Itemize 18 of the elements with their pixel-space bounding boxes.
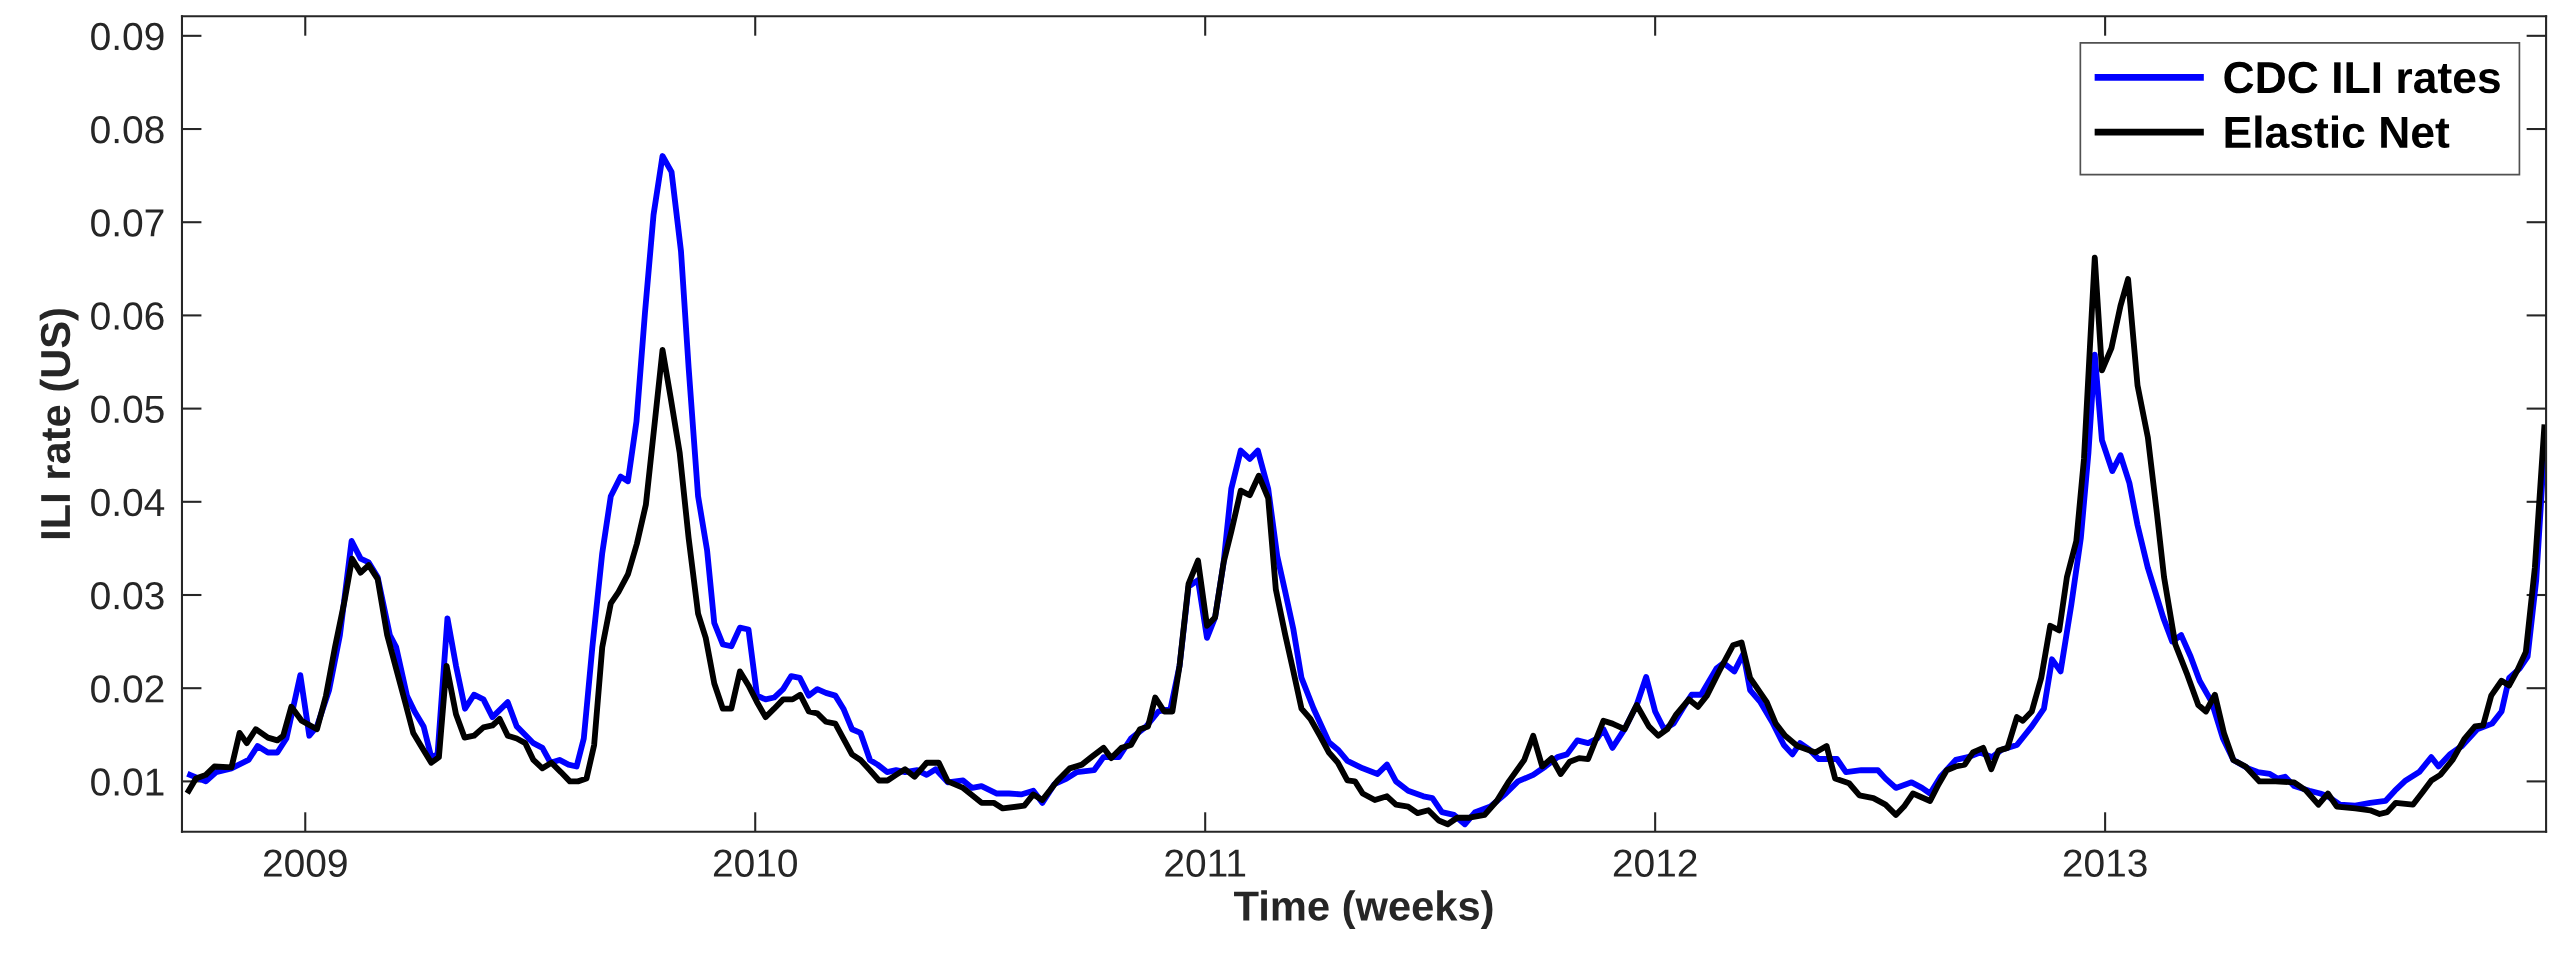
x-tick-label: 2013 (2063, 849, 2147, 877)
y-tick-label: 0.06 (91, 302, 164, 330)
legend-label: Elastic Net (2225, 115, 2450, 149)
y-tick-label: 0.01 (91, 768, 164, 796)
x-axis-title: Time (weeks) (1234, 890, 1493, 930)
y-axis-title: ILI rate (US) (39, 309, 79, 539)
x-tick-label: 2011 (1165, 849, 1246, 877)
y-tick-label: 0.08 (91, 115, 164, 144)
x-tick-label: 2009 (263, 849, 347, 877)
y-tick-label: 0.02 (91, 675, 164, 703)
y-tick-label: 0.09 (91, 22, 164, 51)
x-tick-label: 2010 (713, 849, 797, 877)
y-tick-label: 0.04 (91, 488, 165, 517)
y-tick-label: 0.07 (91, 209, 164, 237)
y-tick-label: 0.05 (91, 395, 164, 424)
y-tick-label: 0.03 (91, 581, 164, 610)
x-tick-label: 2012 (1613, 849, 1697, 877)
legend-label: CDC ILI rates (2224, 61, 2500, 94)
